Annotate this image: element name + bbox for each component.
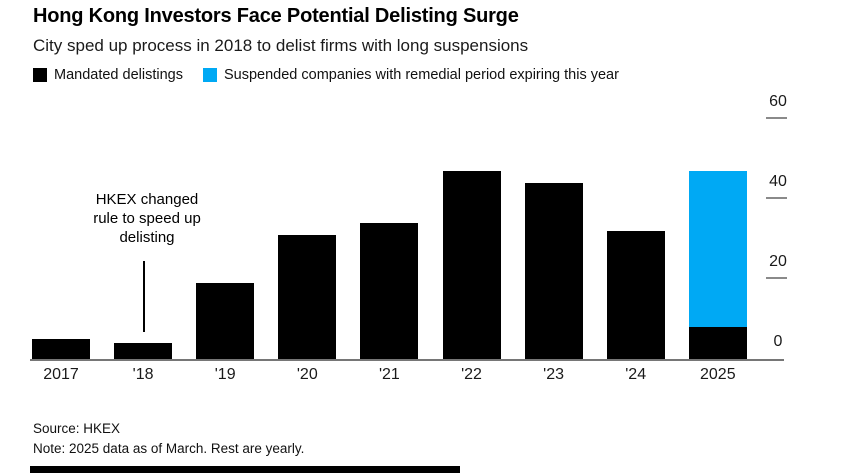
x-label-19: '19 [214,366,236,383]
x-label-24: '24 [625,366,647,383]
bar-21-mandated [360,223,419,359]
x-axis-line [30,359,784,361]
x-label-18: '18 [132,366,154,383]
y-tick-label-60: 60 [769,93,787,110]
data-note: Note: 2025 data as of March. Rest are ye… [33,440,305,456]
x-label-21: '21 [378,366,400,383]
y-tick-label-20: 20 [769,253,787,270]
bar-18-mandated [114,343,173,359]
y-tick-40 [766,197,787,199]
x-label-23: '23 [543,366,565,383]
x-label-22: '22 [461,366,482,383]
y-tick-60 [766,117,787,119]
annotation-pointer-line [143,261,145,332]
legend-item-suspended: Suspended companies with remedial period… [202,67,619,83]
bar-2025-suspended [688,171,747,327]
chart-subtitle: City sped up process in 2018 to delist f… [33,36,529,55]
source-note: Source: HKEX [33,421,121,436]
legend-swatch-blue-icon [202,68,217,82]
x-label-2025: 2025 [700,366,736,383]
y-tick-20 [766,277,787,279]
attribution-bar [30,466,460,473]
legend-label-mandated: Mandated delistings [54,67,183,83]
y-tick-label-40: 40 [769,173,787,190]
bar-2017-mandated [32,339,90,359]
x-label-2017: 2017 [43,366,79,383]
annotation-text: HKEX changed rule to speed up delisting [93,191,201,247]
bar-19-mandated [196,283,255,359]
bar-24-mandated [606,231,665,359]
bar-23-mandated [524,183,583,359]
bar-2025-mandated [688,327,747,359]
legend-label-suspended: Suspended companies with remedial period… [223,67,619,83]
footer: Source: HKEX Note: 2025 data as of March… [33,420,304,460]
bar-20-mandated [278,235,337,359]
legend: Mandated delistings Suspended companies … [33,67,619,83]
legend-swatch-black-icon [33,68,47,82]
legend-item-mandated: Mandated delistings [33,67,183,83]
chart-title: Hong Kong Investors Face Potential Delis… [33,5,519,27]
bar-22-mandated [442,171,501,359]
y-tick-label-0: 0 [773,333,783,350]
x-label-20: '20 [296,366,318,383]
